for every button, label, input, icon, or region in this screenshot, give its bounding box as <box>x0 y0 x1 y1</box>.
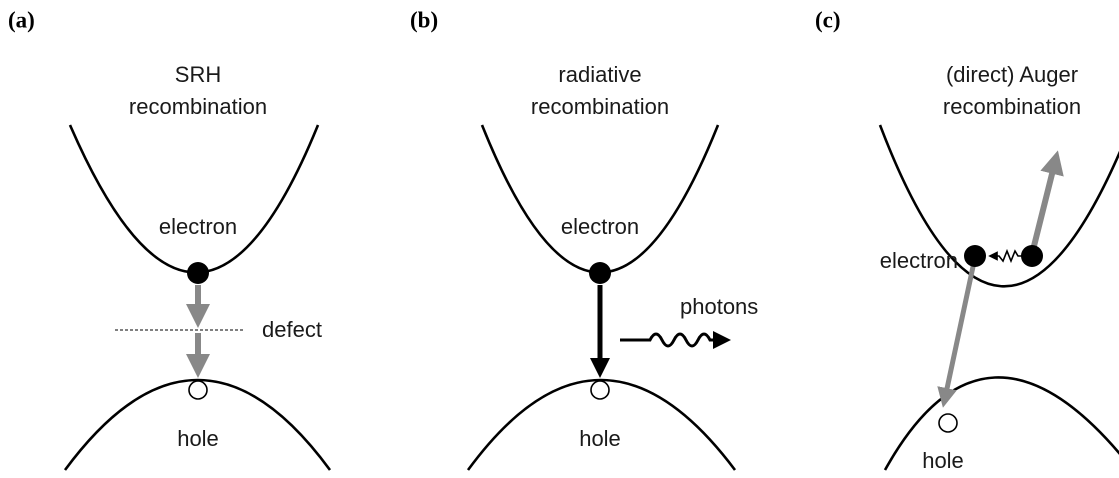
electron-label: electron <box>159 214 237 239</box>
panel-label: (a) <box>8 7 35 32</box>
electron <box>1021 245 1043 267</box>
conduction-band <box>68 124 320 274</box>
arrow <box>1030 150 1064 251</box>
title: recombination <box>531 94 669 119</box>
photon-wave <box>620 331 731 349</box>
conduction-band <box>878 124 1119 288</box>
energy-transfer <box>988 248 1024 264</box>
title: (direct) Auger <box>946 62 1078 87</box>
electron <box>589 262 611 284</box>
valence-band <box>63 378 332 471</box>
title: recombination <box>943 94 1081 119</box>
hole-label: hole <box>177 426 219 451</box>
title: recombination <box>129 94 267 119</box>
valence-band <box>883 376 1119 471</box>
panel-label: (b) <box>410 7 438 32</box>
conduction-band <box>480 124 720 274</box>
hole-label: hole <box>922 448 964 473</box>
hole-label: hole <box>579 426 621 451</box>
title: SRH <box>175 62 221 87</box>
hole <box>938 413 958 433</box>
hole <box>188 380 208 400</box>
panel-c: (c) (direct) Auger recombination electro… <box>815 7 1119 473</box>
arrow <box>937 261 977 408</box>
valence-band <box>466 378 737 471</box>
panel-b: (b) radiative recombination electron pho… <box>410 7 758 471</box>
electron-label: electron <box>880 248 958 273</box>
panel-label: (c) <box>815 7 841 32</box>
photons-label: photons <box>680 294 758 319</box>
electron <box>187 262 209 284</box>
electron-label: electron <box>561 214 639 239</box>
panel-a: (a) SRH recombination electron defect ho… <box>8 7 332 471</box>
hole <box>590 380 610 400</box>
electron <box>964 245 986 267</box>
defect-label: defect <box>262 317 322 342</box>
title: radiative <box>558 62 641 87</box>
